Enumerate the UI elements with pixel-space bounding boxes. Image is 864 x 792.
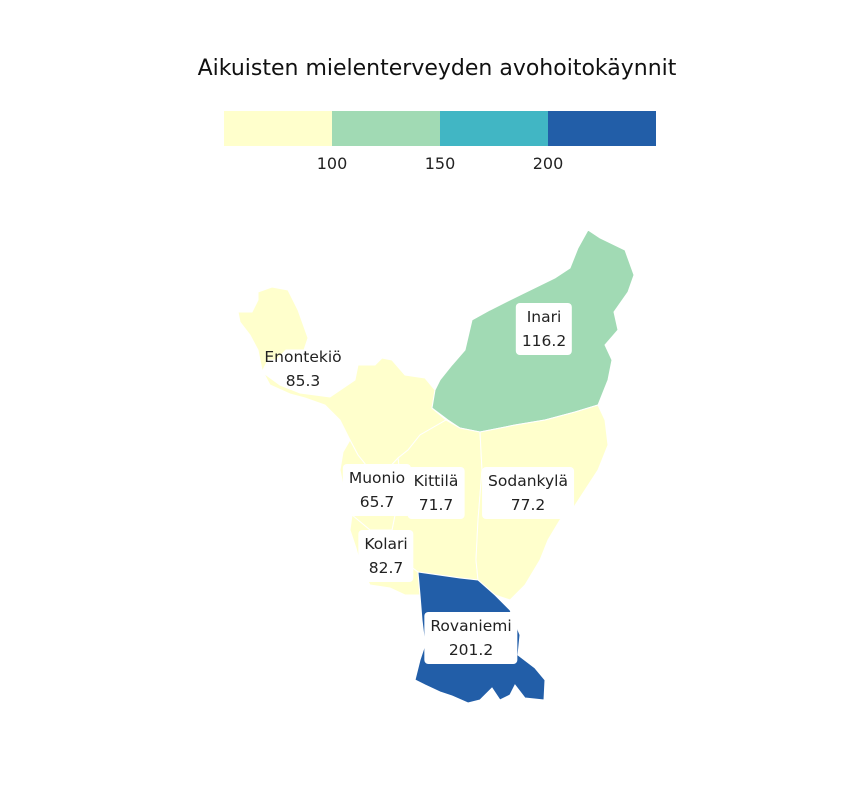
label-rovaniemi-value: 201.2 (448, 641, 494, 659)
map-title: Aikuisten mielenterveyden avohoitokäynni… (197, 56, 677, 81)
label-kittila: Kittilä 71.7 (407, 467, 465, 519)
legend-swatch-4 (548, 111, 656, 146)
label-inari-name: Inari (526, 308, 562, 326)
label-muonio: Muonio 65.7 (342, 464, 412, 516)
label-sodankyla-name: Sodankylä (488, 472, 568, 490)
legend-swatch-2 (332, 111, 440, 146)
label-sodankyla-value: 77.2 (510, 496, 546, 514)
legend-tick-100: 100 (316, 154, 348, 173)
label-muonio-name: Muonio (348, 469, 406, 487)
label-enontekio: Enontekiö 85.3 (264, 345, 341, 393)
label-inari: Inari 116.2 (515, 303, 573, 355)
legend-swatch-3 (440, 111, 548, 146)
legend-tick-150: 150 (424, 154, 456, 173)
label-kittila-name: Kittilä (413, 472, 459, 490)
color-legend (224, 111, 656, 146)
label-rovaniemi: Rovaniemi 201.2 (424, 612, 518, 664)
label-inari-value: 116.2 (521, 332, 567, 350)
legend-tick-200: 200 (532, 154, 564, 173)
label-kolari-name: Kolari (364, 535, 408, 553)
label-kittila-value: 71.7 (418, 496, 454, 514)
legend-swatch-1 (224, 111, 332, 146)
label-kolari: Kolari 82.7 (358, 530, 414, 582)
label-muonio-value: 65.7 (359, 493, 395, 511)
label-enontekio-name: Enontekiö (264, 348, 342, 366)
label-kolari-value: 82.7 (368, 559, 404, 577)
label-rovaniemi-name: Rovaniemi (430, 617, 512, 635)
label-enontekio-value: 85.3 (285, 372, 321, 390)
label-sodankyla: Sodankylä 77.2 (482, 467, 574, 519)
